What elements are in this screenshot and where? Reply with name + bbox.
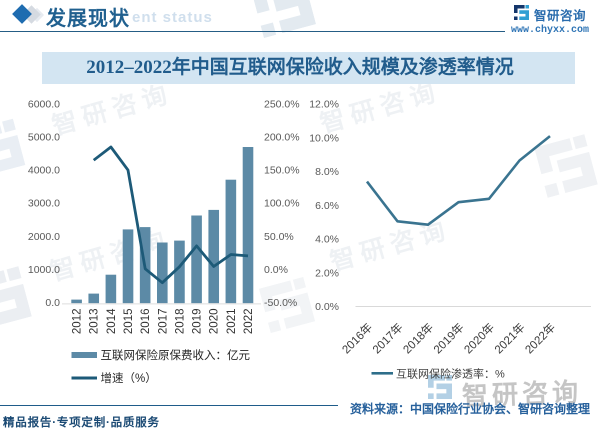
svg-text:增速（%）: 增速（%） bbox=[101, 371, 157, 385]
svg-text:2017年: 2017年 bbox=[369, 320, 405, 356]
svg-text:2019年: 2019年 bbox=[430, 320, 466, 356]
svg-text:2016: 2016 bbox=[140, 309, 152, 335]
svg-text:2016年: 2016年 bbox=[339, 320, 375, 356]
svg-text:8.0%: 8.0% bbox=[315, 166, 339, 178]
svg-text:2021: 2021 bbox=[226, 309, 238, 335]
svg-text:2018年: 2018年 bbox=[400, 320, 436, 356]
svg-text:互联网保险原保费收入：亿元: 互联网保险原保费收入：亿元 bbox=[101, 348, 251, 362]
svg-text:0.0%: 0.0% bbox=[264, 264, 288, 276]
svg-text:2019: 2019 bbox=[192, 309, 204, 335]
svg-text:3000.0: 3000.0 bbox=[28, 198, 60, 210]
svg-text:250.0%: 250.0% bbox=[264, 98, 300, 110]
svg-text:12.0%: 12.0% bbox=[309, 99, 339, 111]
svg-text:150.0%: 150.0% bbox=[264, 165, 300, 177]
svg-text:200.0%: 200.0% bbox=[264, 132, 300, 144]
svg-text:4000.0: 4000.0 bbox=[28, 165, 60, 177]
svg-text:2.0%: 2.0% bbox=[315, 267, 339, 279]
svg-text:0.0%: 0.0% bbox=[315, 301, 339, 313]
svg-text:2014: 2014 bbox=[106, 308, 118, 334]
svg-text:10.0%: 10.0% bbox=[309, 132, 339, 144]
svg-text:2020年: 2020年 bbox=[461, 320, 497, 356]
svg-text:2017: 2017 bbox=[157, 309, 169, 335]
svg-text:50.0%: 50.0% bbox=[264, 231, 294, 243]
svg-text:2000.0: 2000.0 bbox=[28, 231, 60, 243]
svg-text:2022年: 2022年 bbox=[522, 320, 558, 356]
svg-text:2021年: 2021年 bbox=[491, 320, 527, 356]
svg-text:5000.0: 5000.0 bbox=[28, 132, 60, 144]
svg-text:2020: 2020 bbox=[209, 309, 221, 335]
svg-text:6.0%: 6.0% bbox=[315, 200, 339, 212]
svg-text:互联网保险渗透率：%: 互联网保险渗透率：% bbox=[396, 367, 505, 381]
svg-text:1000.0: 1000.0 bbox=[28, 264, 60, 276]
svg-text:2018: 2018 bbox=[174, 309, 186, 335]
svg-text:0.0: 0.0 bbox=[45, 297, 60, 309]
svg-text:100.0%: 100.0% bbox=[264, 198, 300, 210]
svg-text:4.0%: 4.0% bbox=[315, 234, 339, 246]
svg-text:2013: 2013 bbox=[89, 309, 101, 335]
svg-text:2012: 2012 bbox=[72, 309, 84, 335]
svg-text:-50.0%: -50.0% bbox=[264, 297, 297, 309]
svg-text:6000.0: 6000.0 bbox=[28, 98, 60, 110]
svg-text:2015: 2015 bbox=[123, 309, 135, 335]
svg-text:2022: 2022 bbox=[243, 309, 255, 335]
